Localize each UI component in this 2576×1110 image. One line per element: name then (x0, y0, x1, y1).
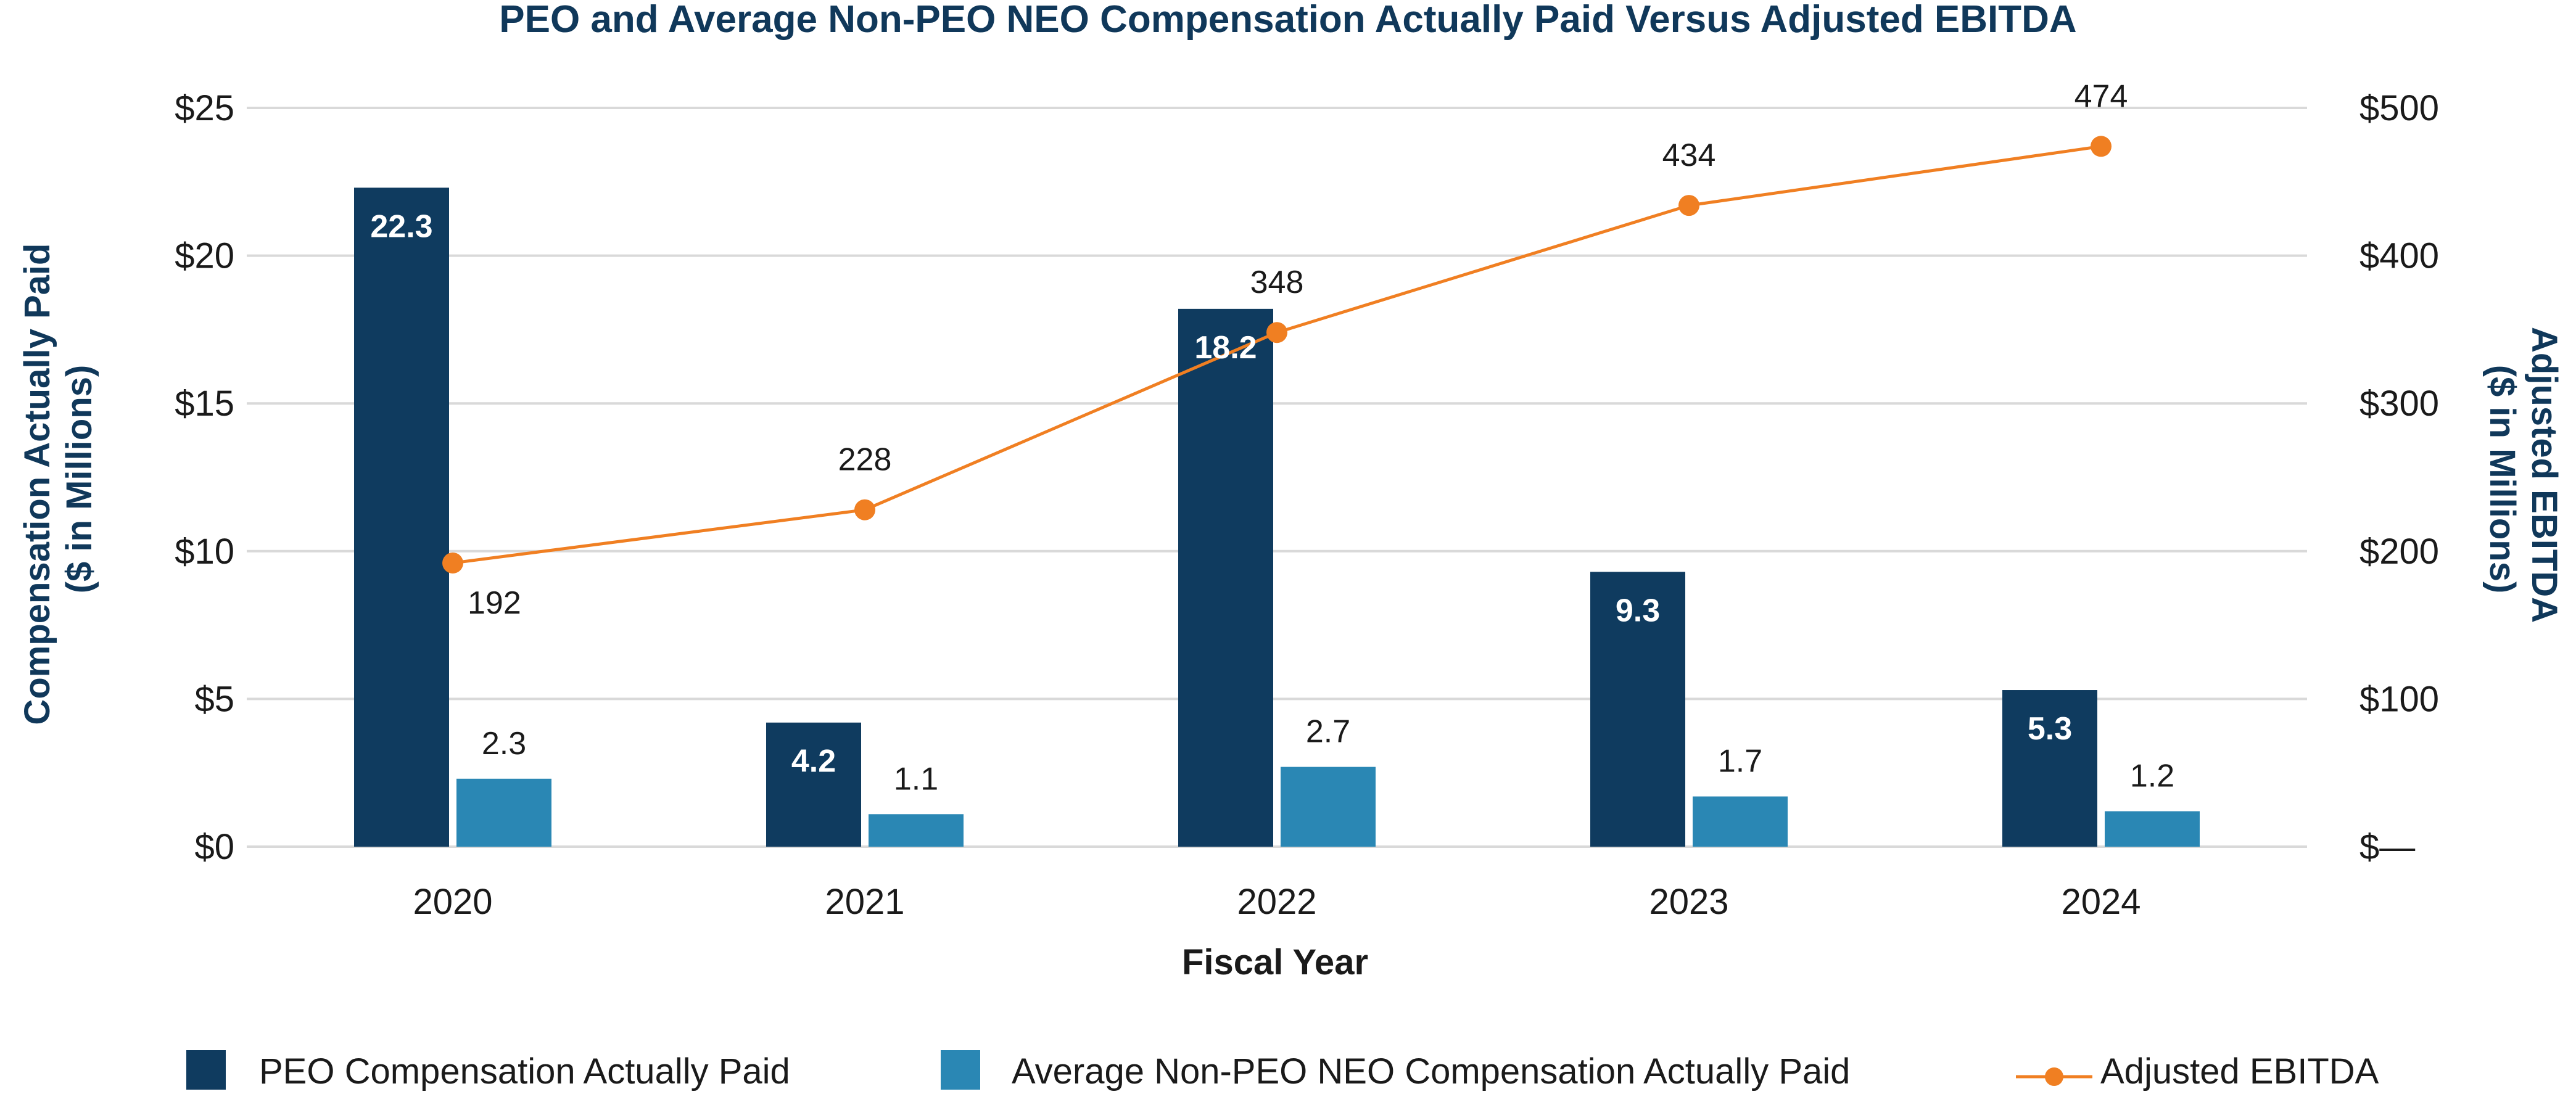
left-tick-label: $0 (194, 827, 234, 867)
left-axis-title-line-1: Compensation Actually Paid (17, 244, 57, 725)
bar-label-peo: 4.2 (791, 744, 836, 779)
right-tick-label: $100 (2359, 679, 2439, 719)
left-tick-label: $10 (175, 532, 234, 572)
right-tick-label: $500 (2359, 88, 2439, 128)
x-axis-title: Fiscal Year (1182, 942, 1368, 982)
legend-label-ebitda: Adjusted EBITDA (2100, 1051, 2379, 1092)
bar-non-peo (2105, 811, 2200, 847)
bar-non-peo (1693, 796, 1788, 847)
bar-label-peo: 5.3 (2028, 711, 2072, 747)
point-label-ebitda: 474 (2074, 78, 2128, 114)
point-label-ebitda: 192 (468, 585, 521, 621)
bar-peo (1590, 572, 1685, 847)
legend-marker-ebitda (2045, 1067, 2063, 1086)
right-tick-label: $— (2359, 827, 2415, 867)
data-labels: 22.3 2.3 4.2 1.1 18.2 2.7 9.3 1.7 5.3 1.2 192 228 34… (370, 78, 2174, 797)
point-ebitda (1678, 195, 1699, 216)
bar-series (354, 187, 2200, 847)
bar-label-peo: 22.3 (370, 208, 432, 244)
point-ebitda (442, 552, 463, 574)
bar-label-peo: 18.2 (1194, 330, 1257, 366)
left-axis-ticks: $0 $5 $10 $15 $20 $25 (175, 88, 234, 867)
left-axis-title: Compensation Actually Paid ($ in Million… (17, 233, 99, 725)
point-ebitda (854, 499, 875, 520)
point-label-ebitda: 348 (1250, 265, 1304, 300)
bar-label-non-peo: 2.7 (1306, 714, 1350, 750)
line-ebitda (452, 144, 2102, 565)
x-axis-ticks: 2020 2021 2022 2023 2024 (413, 882, 2140, 922)
legend-label-non-peo: Average Non-PEO NEO Compensation Actuall… (1012, 1051, 1850, 1092)
grid-lines (247, 107, 2307, 848)
x-tick-label: 2021 (825, 882, 904, 922)
bar-peo (2002, 690, 2097, 847)
left-tick-label: $20 (175, 236, 234, 276)
bar-label-non-peo: 1.7 (1718, 744, 1762, 779)
bar-label-peo: 9.3 (1616, 593, 1660, 628)
x-tick-label: 2023 (1649, 882, 1728, 922)
point-ebitda (1266, 322, 1287, 343)
right-axis-title-line-2: ($ in Millions) (2482, 365, 2522, 594)
bar-label-non-peo: 2.3 (482, 726, 526, 762)
chart-title: PEO and Average Non-PEO NEO Compensation… (499, 0, 2076, 41)
point-label-ebitda: 434 (1662, 138, 1716, 173)
left-tick-label: $15 (175, 384, 234, 424)
bar-peo (354, 187, 449, 847)
bar-label-non-peo: 1.1 (894, 761, 938, 797)
x-tick-label: 2020 (413, 882, 492, 922)
x-tick-label: 2022 (1237, 882, 1316, 922)
legend-swatch-non-peo (941, 1050, 980, 1090)
bar-non-peo (456, 778, 551, 847)
right-tick-label: $200 (2359, 532, 2439, 572)
bar-peo (1178, 308, 1273, 847)
legend: PEO Compensation Actually Paid Average N… (186, 1050, 2379, 1092)
bar-non-peo (1281, 767, 1376, 847)
legend-label-peo: PEO Compensation Actually Paid (259, 1051, 790, 1092)
bar-label-non-peo: 1.2 (2130, 758, 2174, 794)
bar-non-peo (869, 814, 964, 847)
point-label-ebitda: 228 (838, 442, 892, 478)
bar-peo (766, 722, 861, 847)
right-axis-ticks: $— $100 $200 $300 $400 $500 (2359, 88, 2439, 867)
right-tick-label: $400 (2359, 236, 2439, 276)
right-axis-title: Adjusted EBITDA ($ in Millions) (2482, 327, 2564, 631)
point-ebitda (2091, 136, 2112, 157)
left-tick-label: $25 (175, 88, 234, 128)
line-series (442, 136, 2112, 574)
right-axis-title-line-1: Adjusted EBITDA (2524, 327, 2564, 622)
x-tick-label: 2024 (2061, 882, 2140, 922)
left-tick-label: $5 (194, 679, 234, 719)
legend-swatch-peo (186, 1050, 226, 1090)
left-axis-title-line-2: ($ in Millions) (59, 365, 99, 594)
right-tick-label: $300 (2359, 384, 2439, 424)
